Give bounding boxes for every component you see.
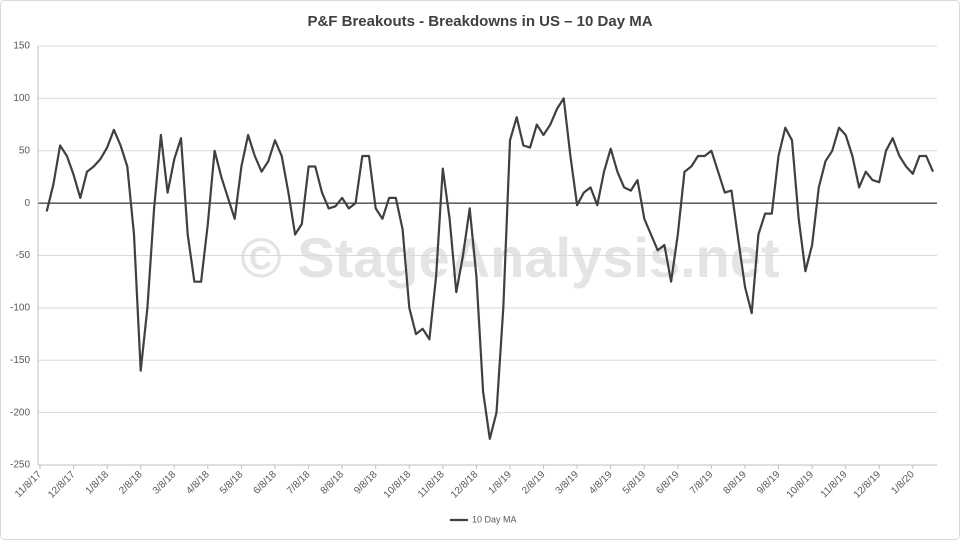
- chart-title: P&F Breakouts - Breakdowns in US – 10 Da…: [307, 13, 652, 30]
- y-tick-label: -250: [10, 460, 30, 471]
- watermark: © StageAnalysis.net: [240, 226, 779, 289]
- y-tick-label: -150: [10, 355, 30, 366]
- y-tick-label: 100: [13, 93, 30, 104]
- legend-label: 10 Day MA: [472, 514, 517, 524]
- y-tick-label: 50: [19, 145, 31, 156]
- y-tick-label: -200: [10, 407, 30, 418]
- y-tick-label: 0: [24, 198, 30, 209]
- y-tick-label: -100: [10, 303, 30, 314]
- y-tick-label: 150: [13, 41, 30, 52]
- y-tick-label: -50: [16, 250, 31, 261]
- data-line: [45, 97, 935, 440]
